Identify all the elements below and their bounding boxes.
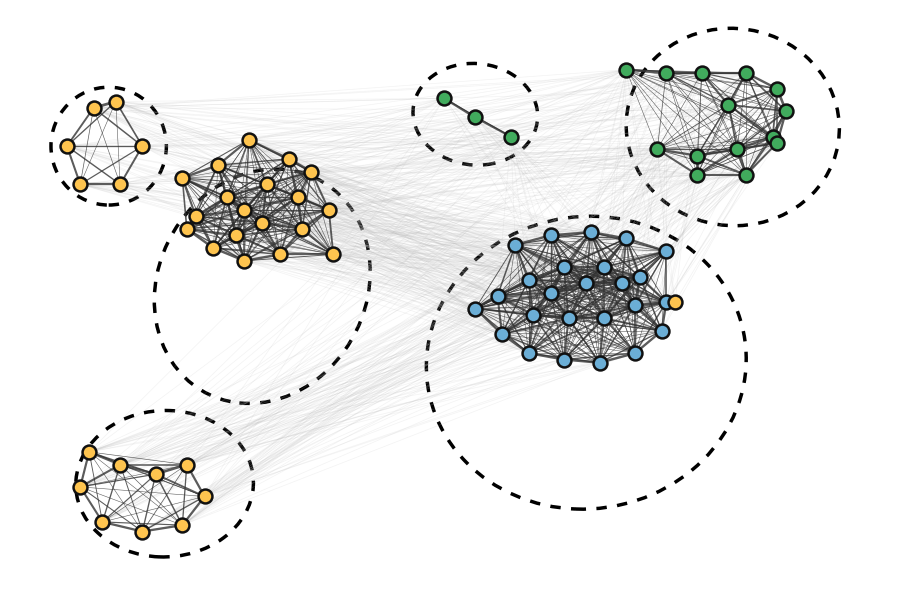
- Point: [179, 460, 194, 469]
- Point: [468, 112, 482, 122]
- Point: [521, 275, 536, 285]
- Point: [113, 179, 128, 189]
- Point: [175, 173, 189, 183]
- Point: [659, 246, 674, 256]
- Point: [521, 349, 536, 358]
- Point: [614, 278, 629, 288]
- Point: [135, 141, 150, 151]
- Point: [304, 167, 319, 176]
- Point: [659, 297, 674, 307]
- Point: [260, 179, 274, 189]
- Point: [619, 65, 634, 75]
- Point: [543, 288, 558, 297]
- Point: [738, 68, 753, 78]
- Point: [583, 227, 598, 237]
- Point: [241, 135, 256, 145]
- Point: [592, 358, 607, 368]
- Point: [282, 154, 297, 164]
- Point: [770, 138, 784, 148]
- Point: [86, 103, 101, 112]
- Point: [81, 447, 96, 457]
- Point: [179, 224, 194, 234]
- Point: [508, 240, 523, 249]
- Point: [730, 145, 745, 154]
- Point: [721, 100, 736, 109]
- Point: [188, 212, 203, 221]
- Point: [135, 527, 150, 536]
- Point: [770, 84, 784, 93]
- Point: [597, 313, 612, 323]
- Point: [668, 297, 683, 307]
- Point: [468, 304, 482, 313]
- Point: [556, 355, 571, 364]
- Point: [556, 263, 571, 272]
- Point: [494, 329, 509, 339]
- Point: [765, 132, 780, 141]
- Point: [237, 205, 252, 215]
- Point: [149, 469, 164, 479]
- Point: [504, 132, 518, 141]
- Point: [690, 151, 705, 160]
- Point: [255, 218, 270, 227]
- Point: [211, 160, 225, 170]
- Point: [526, 310, 541, 320]
- Point: [650, 145, 664, 154]
- Point: [175, 520, 189, 530]
- Point: [543, 230, 558, 240]
- Point: [113, 460, 128, 469]
- Point: [326, 249, 341, 259]
- Point: [322, 205, 336, 215]
- Point: [561, 313, 576, 323]
- Point: [197, 492, 212, 501]
- Point: [597, 263, 612, 272]
- Point: [779, 106, 794, 116]
- Point: [654, 326, 669, 335]
- Point: [295, 224, 310, 234]
- Point: [579, 278, 594, 288]
- Point: [690, 170, 705, 179]
- Point: [619, 234, 634, 243]
- Point: [73, 179, 88, 189]
- Point: [59, 141, 74, 151]
- Point: [627, 301, 642, 310]
- Point: [437, 93, 452, 103]
- Point: [738, 170, 753, 179]
- Point: [228, 230, 243, 240]
- Point: [237, 256, 252, 266]
- Point: [632, 272, 647, 282]
- Point: [659, 68, 674, 78]
- Point: [108, 97, 123, 106]
- Point: [627, 349, 642, 358]
- Point: [290, 193, 305, 202]
- Point: [73, 482, 88, 492]
- Point: [490, 291, 505, 301]
- Point: [273, 249, 287, 259]
- Point: [206, 243, 221, 253]
- Point: [219, 193, 234, 202]
- Point: [95, 517, 110, 527]
- Point: [694, 68, 709, 78]
